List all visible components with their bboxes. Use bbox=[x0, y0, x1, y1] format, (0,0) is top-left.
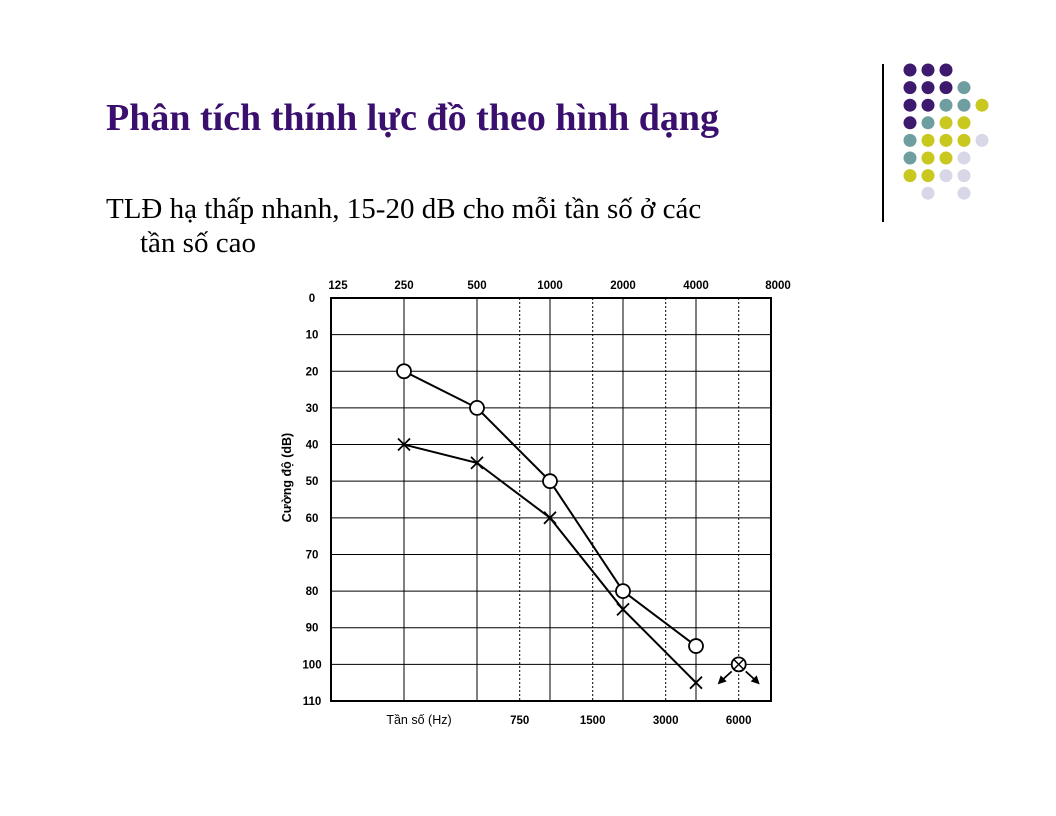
audiogram-plot: 0 10 20 30 40 50 60 70 80 90 100 110 125 250 500 1000 20… bbox=[280, 280, 791, 727]
x-stroke bbox=[397, 437, 411, 452]
x-stroke bbox=[470, 456, 484, 470]
x-top-tick-label: 8000 bbox=[765, 280, 791, 292]
y-tick-label: 80 bbox=[306, 586, 319, 598]
y-tick-label: 70 bbox=[306, 549, 319, 561]
data-point-x bbox=[689, 676, 703, 690]
y-tick-label: 10 bbox=[306, 330, 319, 342]
x-top-tick-label: 500 bbox=[467, 280, 486, 292]
no-response-marker bbox=[717, 656, 760, 685]
y-tick-label: 30 bbox=[306, 403, 319, 415]
x-top-tick-label: 2000 bbox=[610, 280, 636, 292]
y-tick-label: 50 bbox=[306, 476, 319, 488]
data-point-x bbox=[397, 437, 411, 452]
bullet-line-1: TLĐ hạ thấp nhanh, 15-20 dB cho mỗi tần … bbox=[106, 193, 702, 225]
x-bottom-tick-label: 1500 bbox=[580, 715, 606, 727]
x-axis-label: Tần số (Hz) bbox=[386, 713, 451, 727]
decorative-vertical-rule bbox=[882, 64, 884, 222]
arrow-head bbox=[717, 675, 727, 685]
x-stroke bbox=[616, 602, 630, 617]
y-tick-label: 110 bbox=[303, 696, 322, 708]
data-point-circle bbox=[469, 400, 485, 416]
data-point-x bbox=[616, 602, 630, 617]
x-bottom-tick-label: 6000 bbox=[726, 715, 752, 727]
y-tick-label: 90 bbox=[306, 623, 319, 635]
x-top-tick-label: 125 bbox=[328, 280, 348, 292]
x-stroke bbox=[543, 511, 557, 525]
data-point-circle bbox=[542, 473, 558, 490]
x-top-tick-label: 250 bbox=[394, 280, 413, 292]
no-response-cross bbox=[733, 658, 745, 670]
y-tick-label: 40 bbox=[306, 440, 319, 452]
y-tick-label: 20 bbox=[306, 366, 319, 378]
slide-title: Phân tích thính lực đồ theo hình dạng bbox=[106, 97, 720, 139]
y-tick-label: 100 bbox=[302, 659, 321, 671]
data-point-circle bbox=[396, 363, 412, 380]
x-top-tick-label: 1000 bbox=[537, 280, 563, 292]
x-bottom-tick-label: 3000 bbox=[653, 715, 679, 727]
y-axis-label: Cường độ (dB) bbox=[280, 433, 294, 522]
y-tick-label: 0 bbox=[309, 293, 315, 305]
data-point-circle bbox=[615, 583, 631, 599]
arrow-head bbox=[750, 675, 760, 685]
x-stroke bbox=[689, 676, 703, 690]
data-point-circle bbox=[688, 638, 704, 654]
plot-frame bbox=[330, 297, 772, 702]
bullet-text: TLĐ hạ thấp nhanh, 15-20 dB cho mỗi tần … bbox=[106, 192, 826, 260]
data-point-x bbox=[543, 511, 557, 525]
bullet-line-2: tần số cao bbox=[140, 227, 256, 259]
x-bottom-tick-label: 750 bbox=[510, 715, 529, 727]
x-top-tick-label: 4000 bbox=[683, 280, 709, 292]
y-tick-label: 60 bbox=[306, 513, 319, 525]
data-point-x bbox=[470, 456, 484, 470]
